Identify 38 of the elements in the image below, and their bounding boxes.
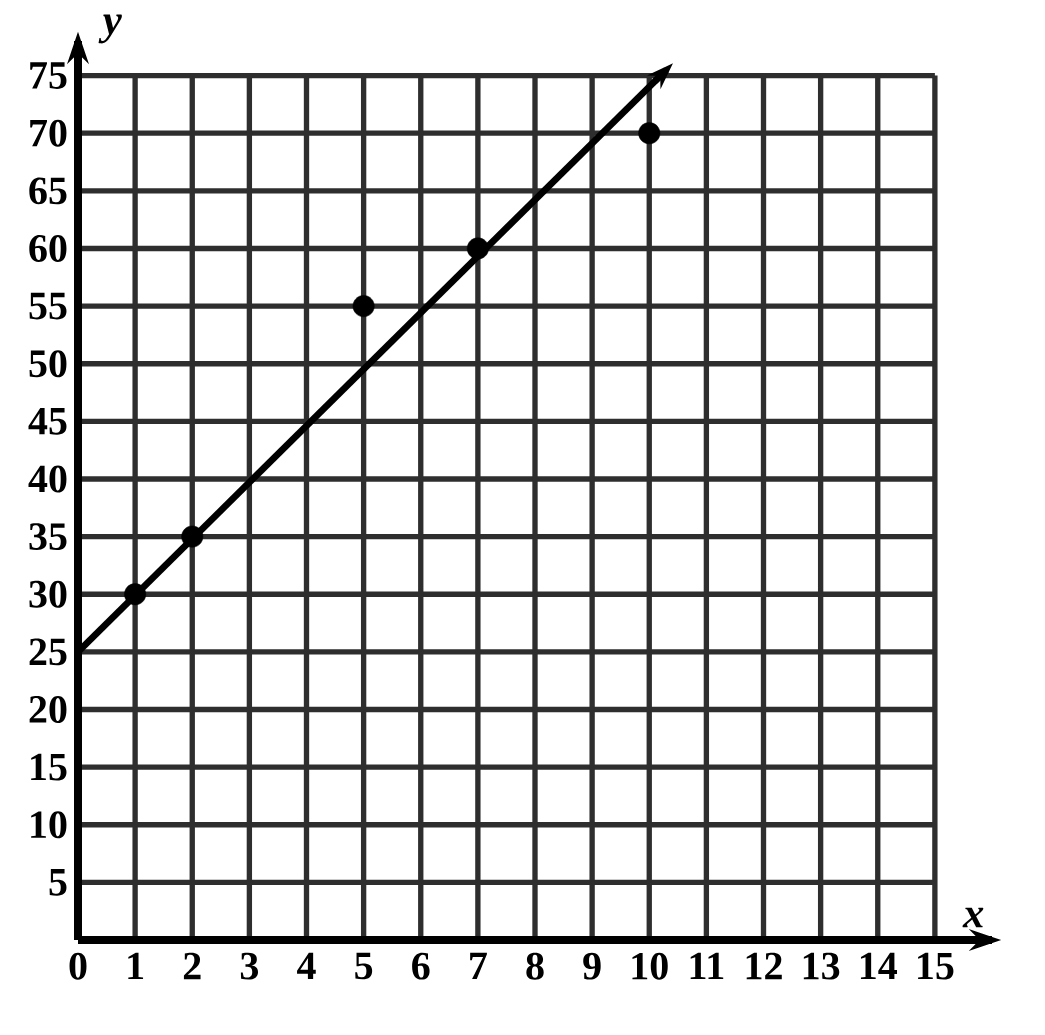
x-tick-label: 14 (860, 952, 898, 980)
x-tick-label: 6 (412, 952, 430, 980)
x-tick-label: 2 (183, 952, 201, 980)
x-tick-label: 11 (690, 952, 724, 980)
y-tick-label: 35 (29, 523, 67, 551)
y-tick-label: 50 (29, 350, 67, 378)
y-tick-label: 55 (29, 292, 67, 320)
x-tick-label: 3 (240, 952, 259, 980)
y-axis-title: y (98, 14, 122, 44)
x-tick-label: 15 (918, 952, 954, 980)
x-tick-label: 8 (526, 952, 544, 980)
y-tick-label: 70 (30, 119, 67, 147)
y-tick-label: 40 (28, 465, 67, 493)
point (352, 295, 375, 318)
point (181, 525, 204, 548)
x-tick-label: 12 (746, 952, 782, 980)
point (124, 583, 147, 606)
x-tick-label: 7 (470, 952, 487, 979)
x-axis-title: x (962, 907, 984, 928)
y-tick-label: 30 (29, 580, 67, 608)
y-tick-label: 60 (29, 234, 67, 262)
x-tick-label: 5 (355, 952, 373, 980)
x-tick-label: 9 (583, 952, 601, 980)
y-tick-label: 20 (29, 695, 67, 723)
y-tick-label: 65 (29, 177, 67, 205)
y-tick-label: 75 (30, 62, 67, 89)
y-tick-label: 25 (29, 638, 67, 666)
y-tick-label: 5 (49, 869, 67, 896)
point (466, 237, 489, 260)
x-tick-label: 13 (803, 952, 840, 980)
point (638, 122, 661, 145)
y-tick-label: 15 (31, 753, 67, 781)
x-tick-label: 0 (69, 952, 87, 980)
x-tick-label: 1 (128, 952, 144, 980)
y-tick-label: 10 (31, 811, 67, 839)
x-tick-label: 4 (297, 952, 316, 980)
x-tick-label: 10 (632, 952, 668, 980)
y-tick-label: 45 (28, 407, 67, 435)
